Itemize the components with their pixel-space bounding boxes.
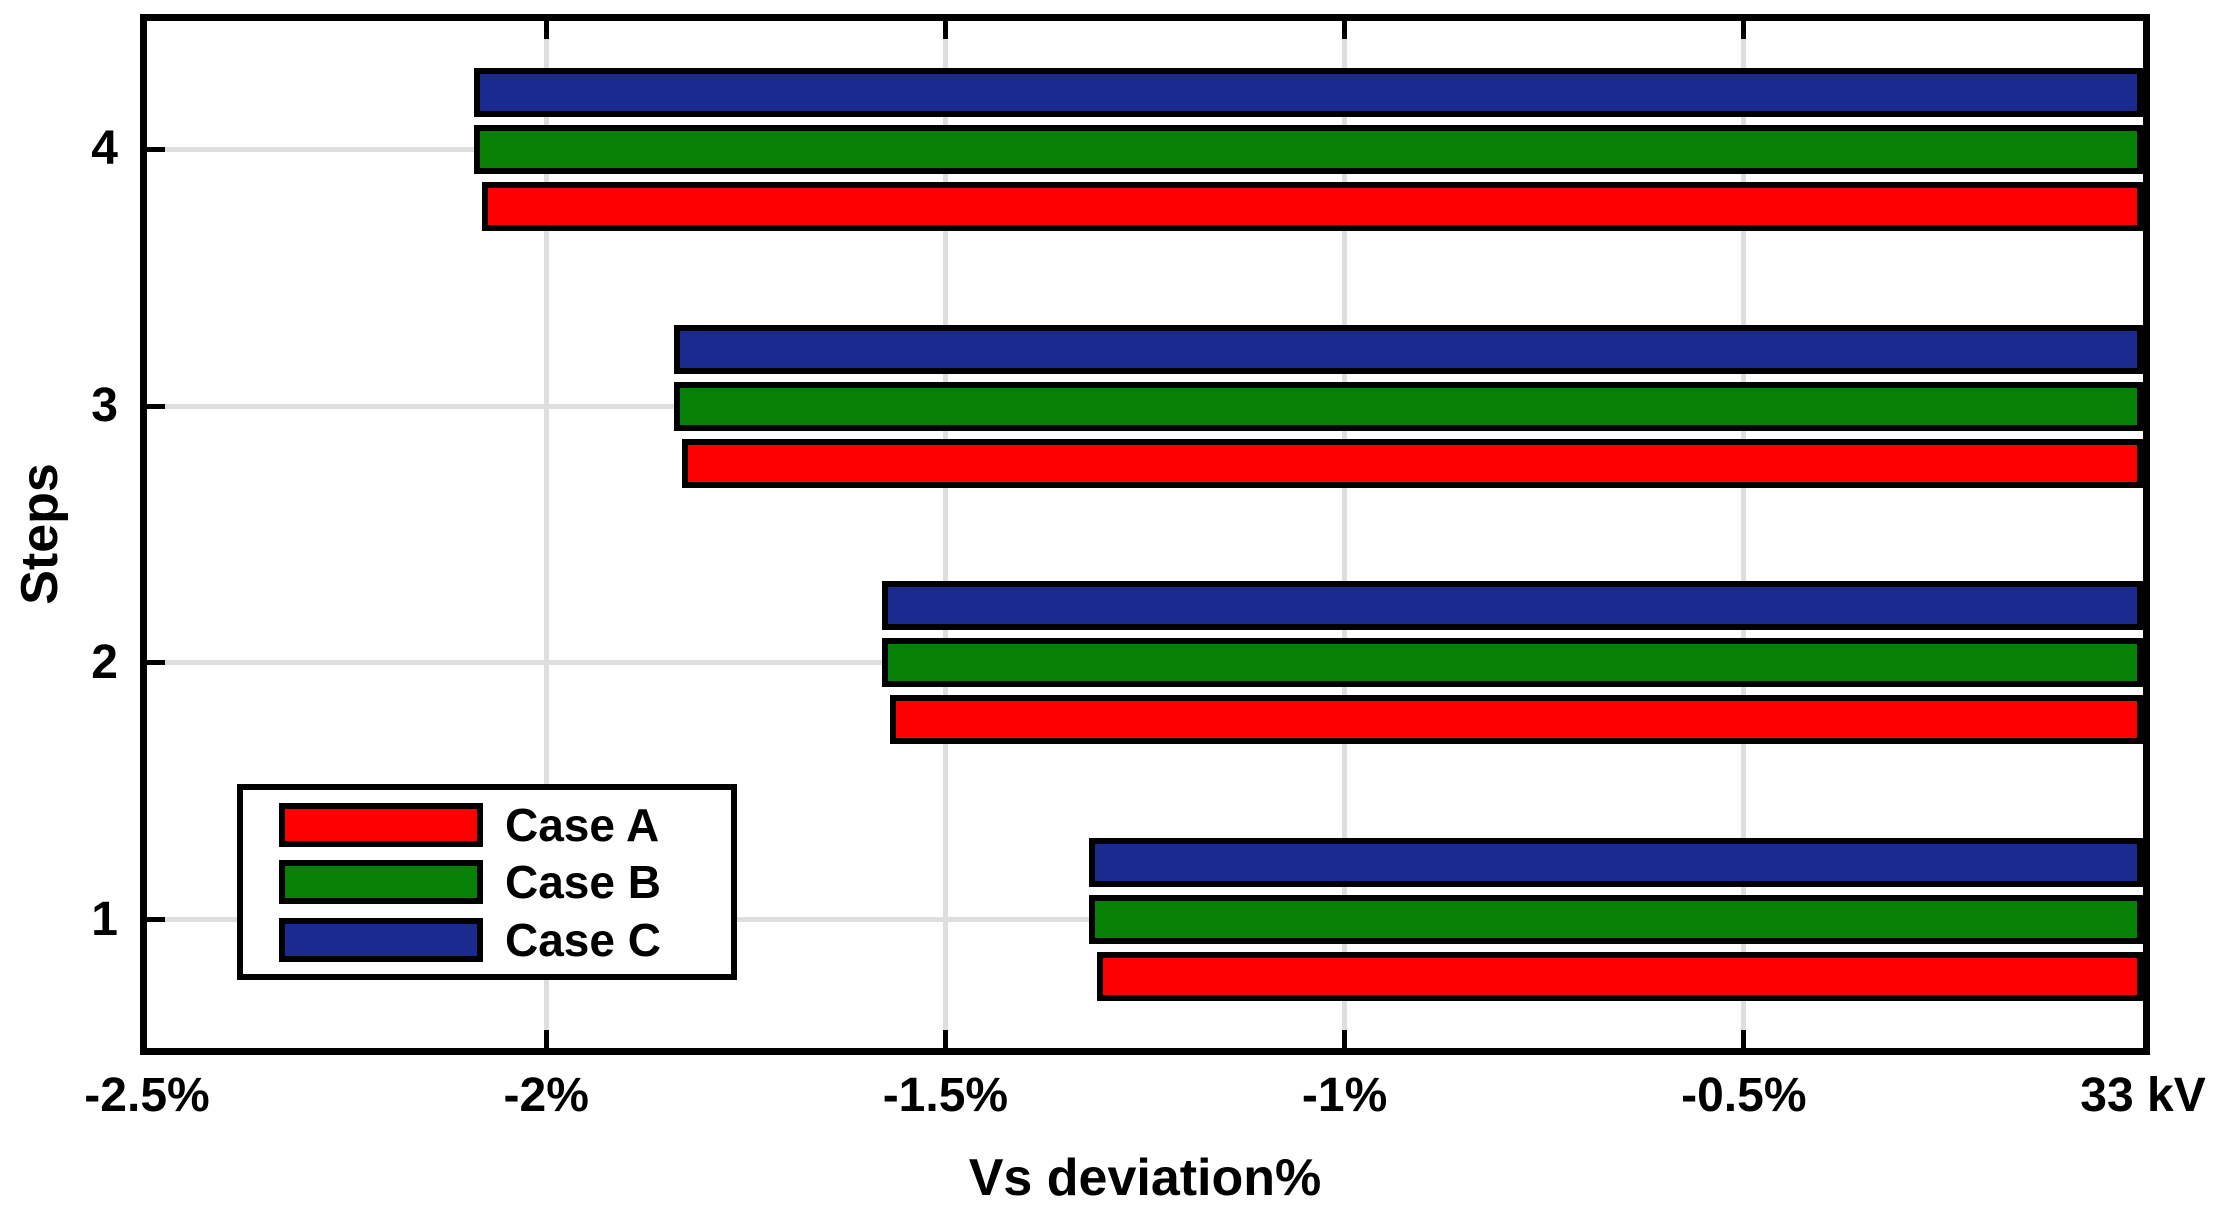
y-axis-tick-labels: 1 2 3 4 bbox=[0, 21, 118, 1048]
x-tick-mark bbox=[1741, 21, 1747, 39]
bar-case-a-step-2 bbox=[889, 695, 2143, 745]
x-tick-label: 33 kV bbox=[2080, 1069, 2206, 1122]
x-tick-label: -1.5% bbox=[882, 1069, 1009, 1122]
plot-area bbox=[140, 14, 2150, 1055]
bar-case-c-step-4 bbox=[474, 67, 2143, 117]
x-tick-mark bbox=[543, 21, 549, 39]
x-axis-title: Vs deviation% bbox=[968, 1149, 1322, 1207]
x-tick-label: -2% bbox=[503, 1069, 589, 1122]
legend-swatch-case-c bbox=[279, 917, 483, 962]
legend-row-case-b: Case B bbox=[279, 859, 731, 905]
plot-inner bbox=[147, 21, 2143, 1048]
legend-label-case-a: Case A bbox=[505, 798, 660, 851]
x-tick-label: -1% bbox=[1301, 1069, 1388, 1122]
bar-case-a-step-1 bbox=[1097, 952, 2143, 1002]
x-tick-mark bbox=[543, 1030, 549, 1048]
legend-row-case-a: Case A bbox=[279, 802, 731, 848]
bar-case-b-step-2 bbox=[881, 638, 2143, 688]
legend-swatch-case-a bbox=[279, 802, 483, 847]
legend: Case A Case B Case C bbox=[237, 784, 737, 980]
y-tick-mark bbox=[147, 403, 165, 409]
bar-case-c-step-2 bbox=[881, 581, 2143, 631]
x-tick-mark bbox=[1342, 21, 1348, 39]
x-tick-mark bbox=[1741, 1030, 1747, 1048]
bar-case-b-step-3 bbox=[673, 381, 2143, 431]
y-tick-mark bbox=[147, 146, 165, 152]
y-tick-label: 4 bbox=[91, 122, 118, 176]
legend-label-case-b: Case B bbox=[505, 856, 661, 908]
gridline-vertical bbox=[1342, 21, 1348, 1048]
x-tick-label: -0.5% bbox=[1681, 1069, 1807, 1122]
bar-case-a-step-3 bbox=[681, 438, 2143, 488]
x-tick-mark bbox=[1342, 1030, 1348, 1048]
legend-label-case-c: Case C bbox=[505, 913, 661, 966]
gridline-vertical bbox=[1741, 21, 1747, 1048]
x-tick-mark bbox=[942, 21, 948, 39]
y-tick-label: 2 bbox=[91, 635, 118, 689]
y-tick-mark bbox=[147, 917, 165, 923]
gridline-vertical bbox=[543, 21, 549, 1048]
gridline-vertical bbox=[942, 21, 948, 1048]
legend-row-case-c: Case C bbox=[279, 917, 731, 963]
x-tick-label: -2.5% bbox=[84, 1069, 210, 1122]
x-tick-mark bbox=[942, 1030, 948, 1048]
bar-case-c-step-3 bbox=[673, 324, 2143, 374]
bar-case-b-step-4 bbox=[474, 124, 2143, 174]
y-tick-label: 3 bbox=[91, 379, 118, 433]
bar-case-a-step-4 bbox=[482, 181, 2143, 231]
bar-case-b-step-1 bbox=[1089, 895, 2143, 945]
y-tick-mark bbox=[147, 660, 165, 666]
y-tick-label: 1 bbox=[91, 892, 118, 946]
legend-swatch-case-b bbox=[279, 860, 483, 904]
y-axis-title: Steps bbox=[11, 463, 69, 605]
x-axis-tick-labels: -2.5% -2% -1.5% -1% -0.5% 33 kV bbox=[84, 1066, 2205, 1126]
bar-case-c-step-1 bbox=[1089, 838, 2143, 888]
